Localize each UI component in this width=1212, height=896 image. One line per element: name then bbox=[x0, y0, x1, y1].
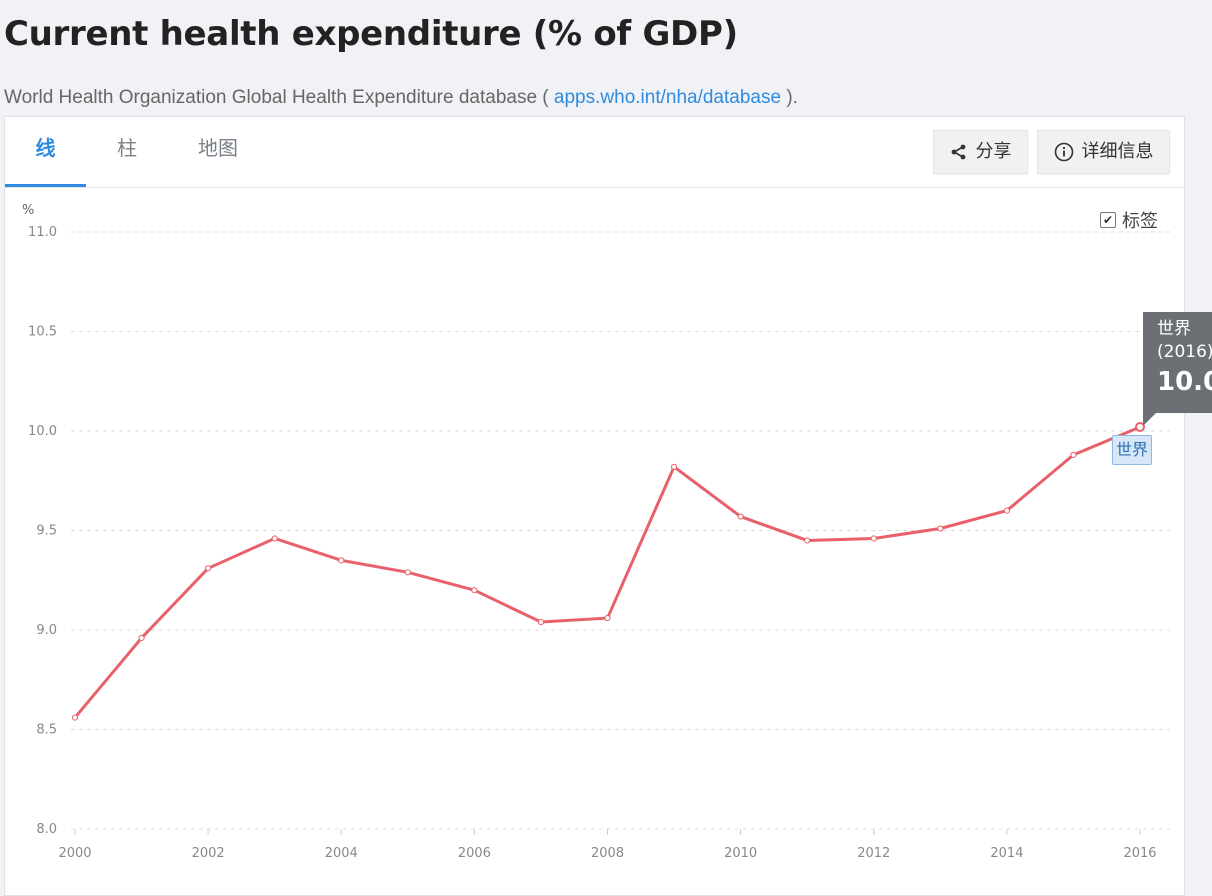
y-tick-label: 10.5 bbox=[28, 325, 57, 340]
data-point bbox=[205, 565, 212, 572]
y-tick-label: 11.0 bbox=[28, 225, 57, 240]
tooltip: 世界 (2016) 10.0 bbox=[1143, 312, 1212, 413]
x-tick-label: 2002 bbox=[192, 846, 225, 861]
share-button[interactable]: 分享 bbox=[933, 130, 1028, 174]
chart-panel: 线 柱 地图 分享 详细信息 bbox=[4, 116, 1185, 896]
data-point bbox=[71, 714, 79, 721]
labels-toggle[interactable]: ✔ 标签 bbox=[1100, 207, 1158, 233]
y-tick-label: 8.5 bbox=[36, 723, 57, 738]
data-point bbox=[138, 634, 145, 642]
source-link[interactable]: apps.who.int/nha/database bbox=[553, 87, 782, 108]
tab-map[interactable]: 地图 bbox=[198, 136, 238, 160]
data-point bbox=[271, 535, 278, 542]
source-line: World Health Organization Global Health … bbox=[4, 87, 798, 109]
x-tick-label: 2006 bbox=[458, 846, 491, 861]
tooltip-arrow bbox=[1143, 412, 1157, 426]
x-tick-label: 2008 bbox=[591, 846, 624, 861]
x-tick-label: 2010 bbox=[724, 846, 757, 861]
data-point bbox=[1003, 507, 1010, 514]
source-prefix: World Health Organization Global Health … bbox=[4, 87, 549, 108]
info-icon bbox=[1054, 142, 1073, 162]
data-point bbox=[870, 535, 877, 542]
data-point bbox=[1070, 451, 1077, 458]
series-label-tag: 世界 bbox=[1112, 435, 1153, 465]
details-button[interactable]: 详细信息 bbox=[1037, 130, 1170, 174]
data-point bbox=[670, 463, 678, 470]
data-point bbox=[537, 618, 545, 626]
data-point bbox=[471, 587, 478, 594]
data-point bbox=[937, 525, 944, 532]
source-suffix: ). bbox=[786, 87, 798, 108]
x-tick-label: 2000 bbox=[58, 846, 91, 861]
y-axis-label: % bbox=[22, 203, 34, 218]
labels-toggle-label: 标签 bbox=[1122, 211, 1158, 232]
data-point bbox=[404, 569, 411, 576]
tab-line[interactable]: 线 bbox=[5, 117, 86, 187]
y-tick-label: 8.0 bbox=[36, 822, 57, 837]
tooltip-value: 10.0 bbox=[1157, 367, 1212, 397]
series-line bbox=[73, 425, 1141, 719]
tab-bar: 线 柱 地图 分享 详细信息 bbox=[5, 117, 1184, 188]
share-icon bbox=[951, 144, 965, 160]
x-tick-label: 2016 bbox=[1123, 846, 1156, 861]
x-tick-label: 2004 bbox=[325, 846, 358, 861]
page-title: Current health expenditure (% of GDP) bbox=[4, 14, 738, 54]
data-point bbox=[604, 614, 611, 622]
x-tick-label: 2014 bbox=[990, 846, 1023, 861]
labels-checkbox[interactable]: ✔ bbox=[1100, 212, 1116, 228]
tooltip-year: (2016) bbox=[1157, 342, 1212, 362]
x-tick-label: 2012 bbox=[857, 846, 890, 861]
data-point bbox=[804, 537, 811, 544]
y-tick-label: 10.0 bbox=[28, 424, 57, 439]
y-tick-label: 9.5 bbox=[36, 524, 57, 539]
details-label: 详细信息 bbox=[1081, 141, 1154, 162]
tooltip-series: 世界 bbox=[1157, 319, 1191, 339]
share-label: 分享 bbox=[975, 141, 1012, 162]
data-point bbox=[338, 557, 345, 564]
data-point bbox=[737, 513, 744, 520]
y-tick-label: 9.0 bbox=[36, 623, 57, 638]
data-point bbox=[1135, 422, 1145, 433]
tab-bar-chart[interactable]: 柱 bbox=[117, 136, 137, 160]
